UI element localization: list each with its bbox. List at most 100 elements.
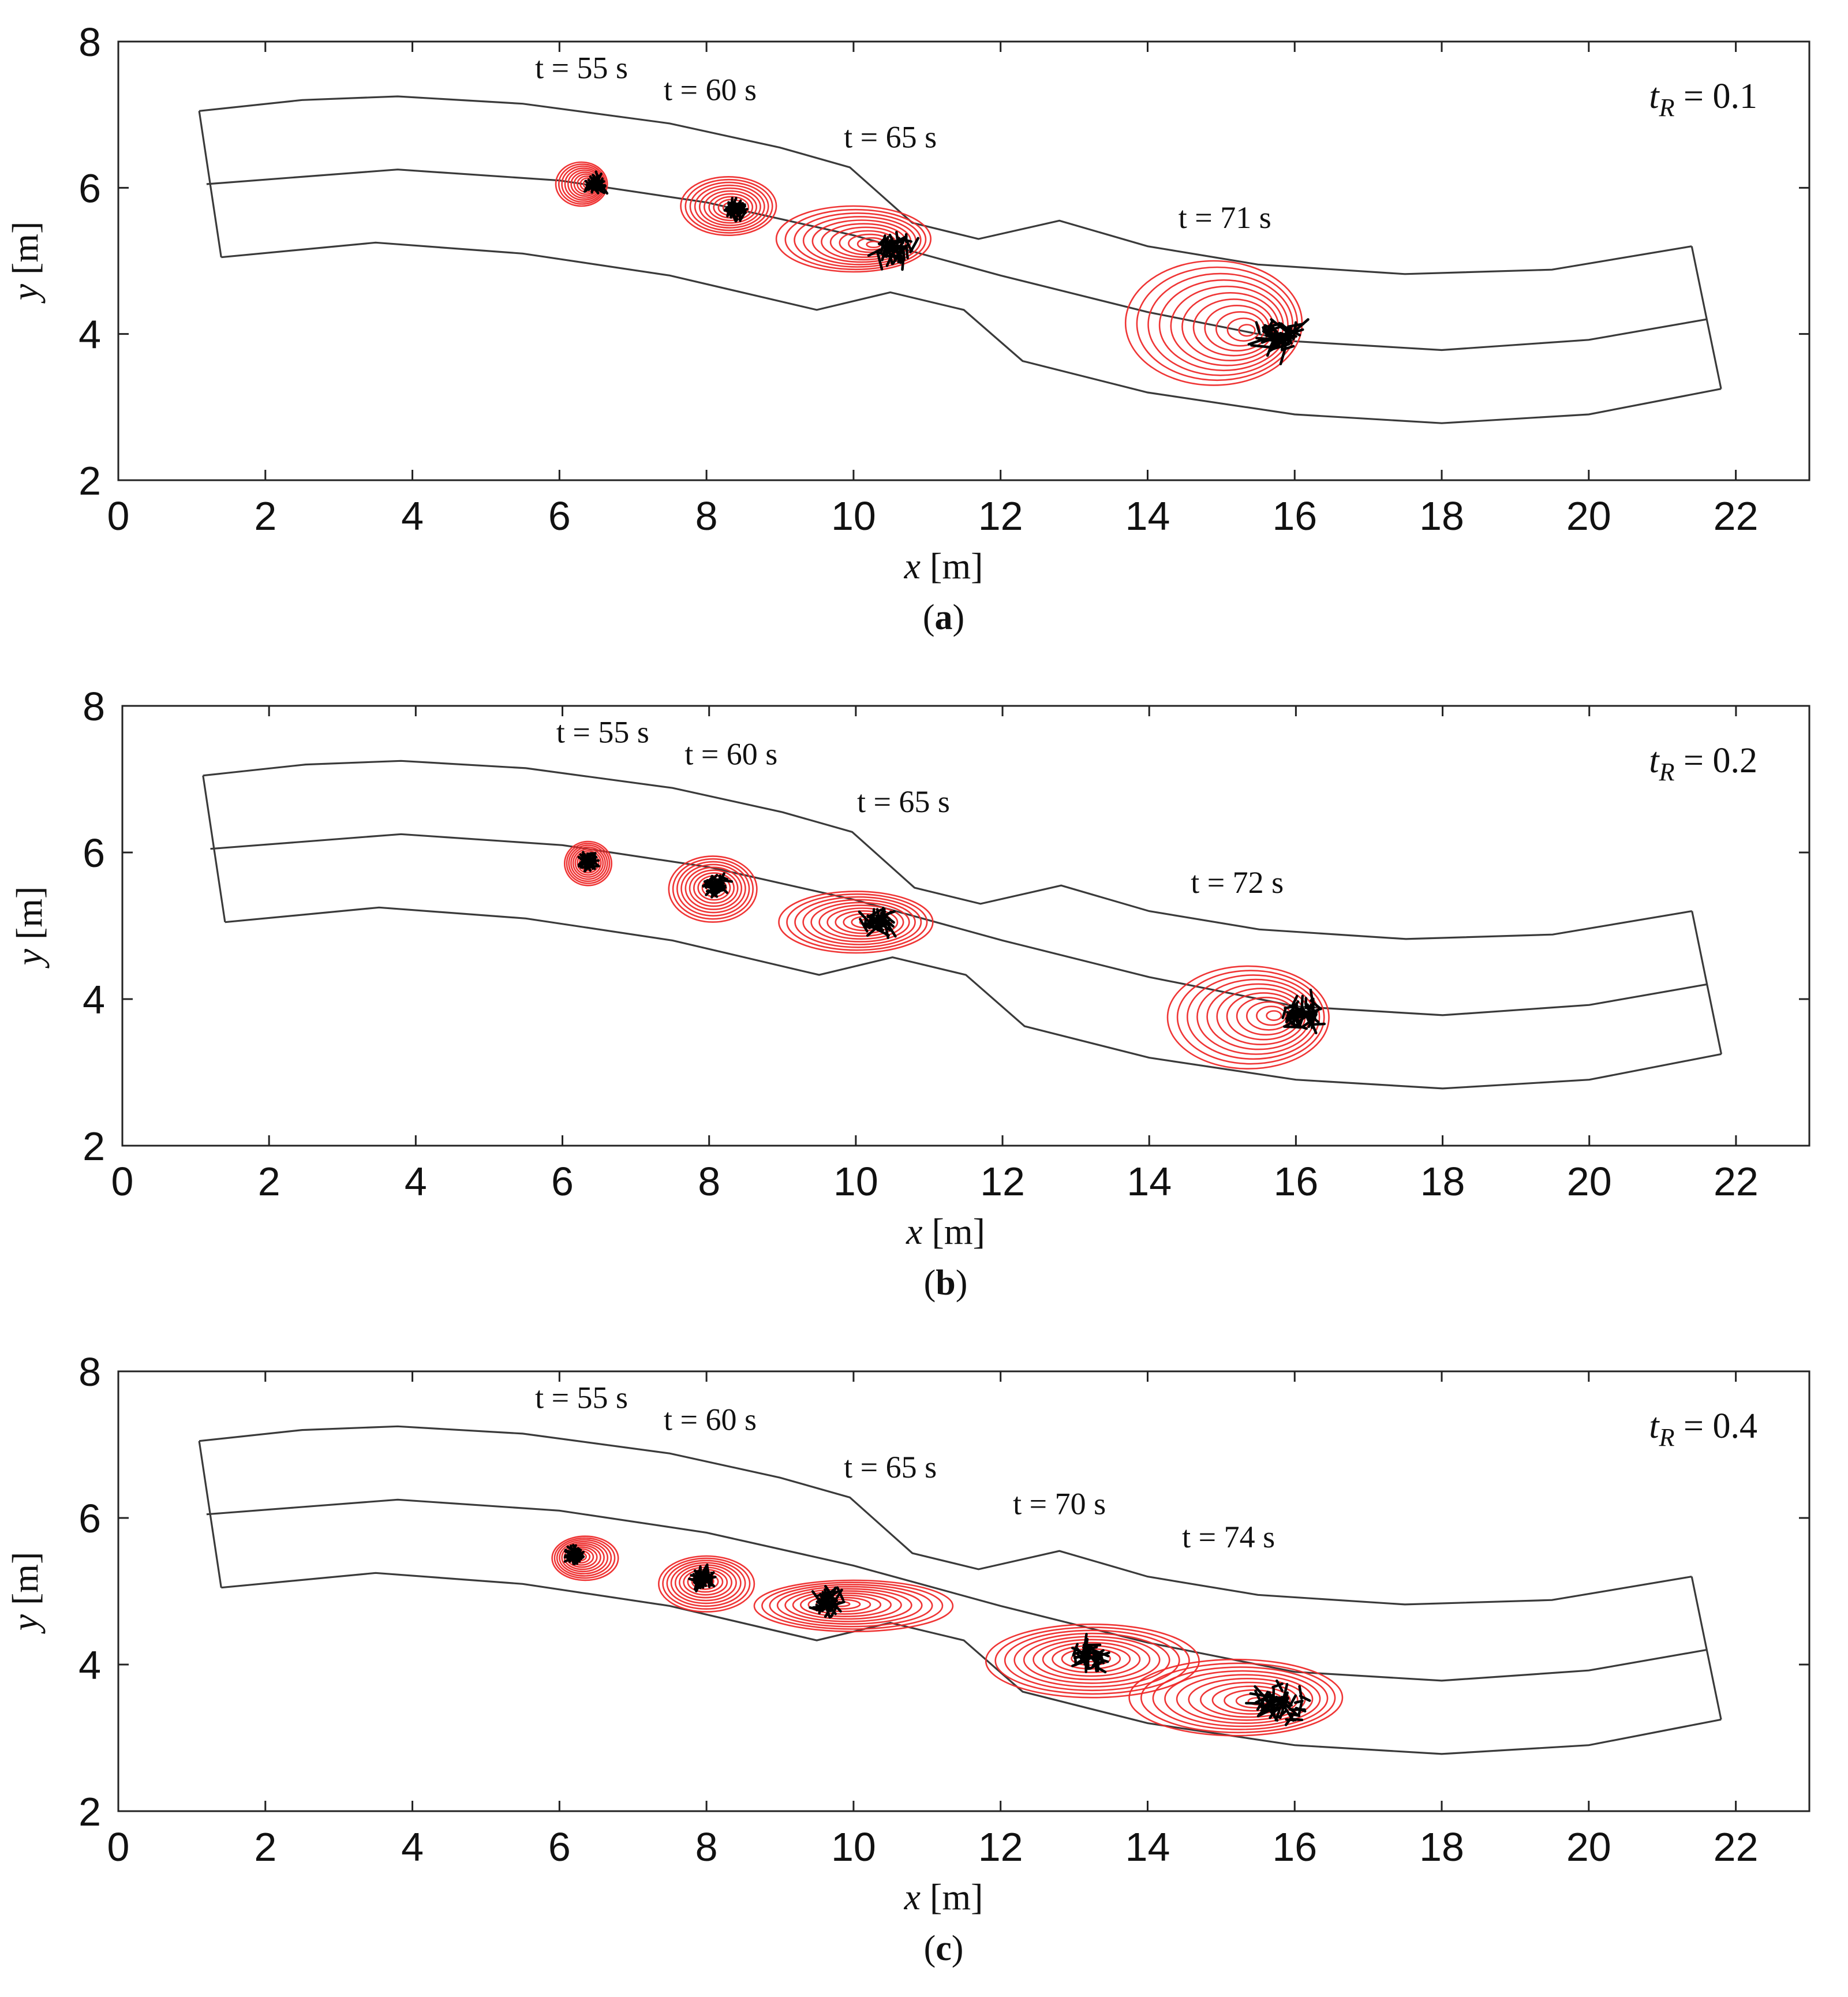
time-label: t = 60 s — [684, 737, 777, 772]
caption-open-paren: ( — [924, 1263, 936, 1303]
x-tick-label: 16 — [1272, 493, 1317, 538]
plume-cloud — [1166, 965, 1330, 1070]
x-tick-label: 16 — [1273, 1159, 1318, 1204]
x-axis-variable: x — [904, 1876, 921, 1917]
caption-letter: a — [935, 598, 953, 637]
particle — [693, 1569, 704, 1578]
particle — [831, 1588, 843, 1606]
channel-centerline — [206, 1498, 1707, 1682]
concentration-contour — [1166, 965, 1330, 1070]
channel-outlet — [1690, 246, 1722, 390]
particle — [587, 178, 600, 195]
concentration-contour — [1152, 1666, 1329, 1730]
x-tick-label: 0 — [107, 493, 130, 538]
x-tick-label: 8 — [695, 1824, 718, 1869]
time-label: t = 65 s — [844, 120, 937, 155]
concentration-contour — [566, 843, 611, 884]
concentration-contour — [1211, 1685, 1291, 1715]
x-tick-label: 20 — [1566, 1824, 1611, 1869]
y-axis-title: y [m] — [9, 887, 50, 969]
time-label: t = 72 s — [1191, 865, 1284, 900]
x-tick-label: 22 — [1714, 1824, 1759, 1869]
particle — [1312, 1009, 1316, 1020]
channel — [198, 1425, 1722, 1755]
x-tick-label: 0 — [111, 1159, 134, 1204]
plume-cloud — [1124, 260, 1310, 386]
x-tick-label: 8 — [698, 1159, 720, 1204]
particle — [1311, 997, 1315, 1019]
concentration-contour — [684, 178, 773, 234]
concentration-contour — [1256, 1005, 1287, 1026]
caption-close-paren: ) — [953, 598, 965, 637]
concentration-contour — [672, 858, 754, 920]
concentration-contour — [985, 1623, 1200, 1699]
concentration-contour — [1266, 1010, 1282, 1022]
y-axis-title: y [m] — [5, 222, 46, 304]
concentration-contour — [680, 863, 746, 914]
time-label: t = 60 s — [664, 72, 757, 107]
particle — [1288, 1712, 1301, 1717]
particle — [1285, 1718, 1297, 1722]
concentration-contour — [551, 1535, 619, 1581]
concentration-contour — [769, 1584, 933, 1628]
particle — [1276, 335, 1288, 339]
tr-annotation: tR = 0.4 — [1649, 1407, 1757, 1452]
plume-cloud — [985, 1623, 1200, 1699]
particle — [734, 209, 745, 219]
concentration-contour — [1176, 970, 1325, 1065]
particle — [702, 884, 715, 888]
concentration-contour — [753, 1579, 954, 1633]
x-tick-label: 12 — [980, 1159, 1025, 1204]
concentration-contour — [693, 872, 735, 904]
particle — [705, 1575, 717, 1581]
particle — [1282, 1682, 1289, 1699]
plume-cloud — [657, 1555, 755, 1613]
tr-annotation: tR = 0.2 — [1649, 741, 1757, 786]
y-tick-label: 4 — [78, 312, 101, 357]
particle — [1277, 1709, 1288, 1719]
concentration-contour — [778, 891, 934, 954]
concentration-contour — [784, 1588, 912, 1622]
x-tick-label: 4 — [401, 493, 424, 538]
y-axis-unit: [m] — [5, 222, 46, 284]
particle — [883, 914, 895, 924]
tr-subscript: R — [1659, 94, 1675, 122]
concentration-contour — [572, 848, 604, 878]
concentration-contour — [1176, 1674, 1314, 1724]
plume-cloud — [551, 1535, 619, 1581]
particle — [897, 235, 908, 242]
y-axis-variable: y — [9, 948, 50, 968]
particle — [895, 230, 899, 244]
concentration-contour — [704, 190, 758, 224]
particle — [1282, 1701, 1299, 1716]
particle — [1247, 338, 1266, 346]
particle — [710, 882, 724, 891]
particle — [1267, 344, 1281, 353]
plume-cloud — [555, 161, 609, 207]
time-label: t = 55 s — [535, 50, 628, 85]
particle — [1284, 1005, 1296, 1009]
concentration-contour — [563, 840, 612, 887]
panel-caption: (c) — [924, 1929, 964, 1968]
time-label: t = 55 s — [556, 715, 649, 750]
y-tick-label: 6 — [78, 1496, 101, 1541]
x-tick-label: 2 — [254, 1824, 276, 1869]
particle — [566, 1545, 584, 1559]
particle — [575, 1549, 580, 1565]
concentration-contour — [1200, 1681, 1299, 1718]
y-axis-variable: y — [5, 1614, 46, 1634]
particle — [1091, 1651, 1110, 1659]
tr-value: = 0.1 — [1675, 77, 1757, 116]
x-axis-variable: x — [906, 1211, 922, 1252]
tr-symbol: t — [1649, 741, 1660, 780]
x-tick-label: 14 — [1127, 1159, 1172, 1204]
y-tick-label: 2 — [78, 1789, 101, 1834]
particle — [1254, 1685, 1269, 1701]
concentration-contour — [1128, 1658, 1344, 1737]
y-axis-variable: y — [5, 283, 46, 304]
concentration-contour — [810, 902, 910, 943]
concentration-contour — [1238, 324, 1256, 337]
particle — [1272, 1700, 1275, 1715]
concentration-contour — [1033, 1639, 1151, 1681]
